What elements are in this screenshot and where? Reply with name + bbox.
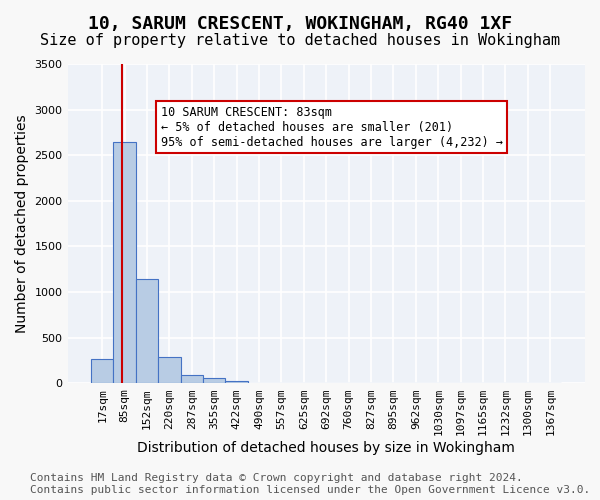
Bar: [158, 357, 181, 384]
Bar: [181, 375, 203, 384]
Y-axis label: Number of detached properties: Number of detached properties: [15, 114, 29, 333]
Text: 10, SARUM CRESCENT, WOKINGHAM, RG40 1XF: 10, SARUM CRESCENT, WOKINGHAM, RG40 1XF: [88, 15, 512, 33]
Bar: [113, 142, 136, 384]
Bar: [91, 358, 113, 384]
Bar: [203, 378, 226, 384]
X-axis label: Distribution of detached houses by size in Wokingham: Distribution of detached houses by size …: [137, 441, 515, 455]
Text: Contains HM Land Registry data © Crown copyright and database right 2024.
Contai: Contains HM Land Registry data © Crown c…: [30, 474, 590, 495]
Bar: [226, 380, 248, 384]
Text: 10 SARUM CRESCENT: 83sqm
← 5% of detached houses are smaller (201)
95% of semi-d: 10 SARUM CRESCENT: 83sqm ← 5% of detache…: [161, 106, 503, 148]
Bar: [136, 280, 158, 384]
Text: Size of property relative to detached houses in Wokingham: Size of property relative to detached ho…: [40, 32, 560, 48]
